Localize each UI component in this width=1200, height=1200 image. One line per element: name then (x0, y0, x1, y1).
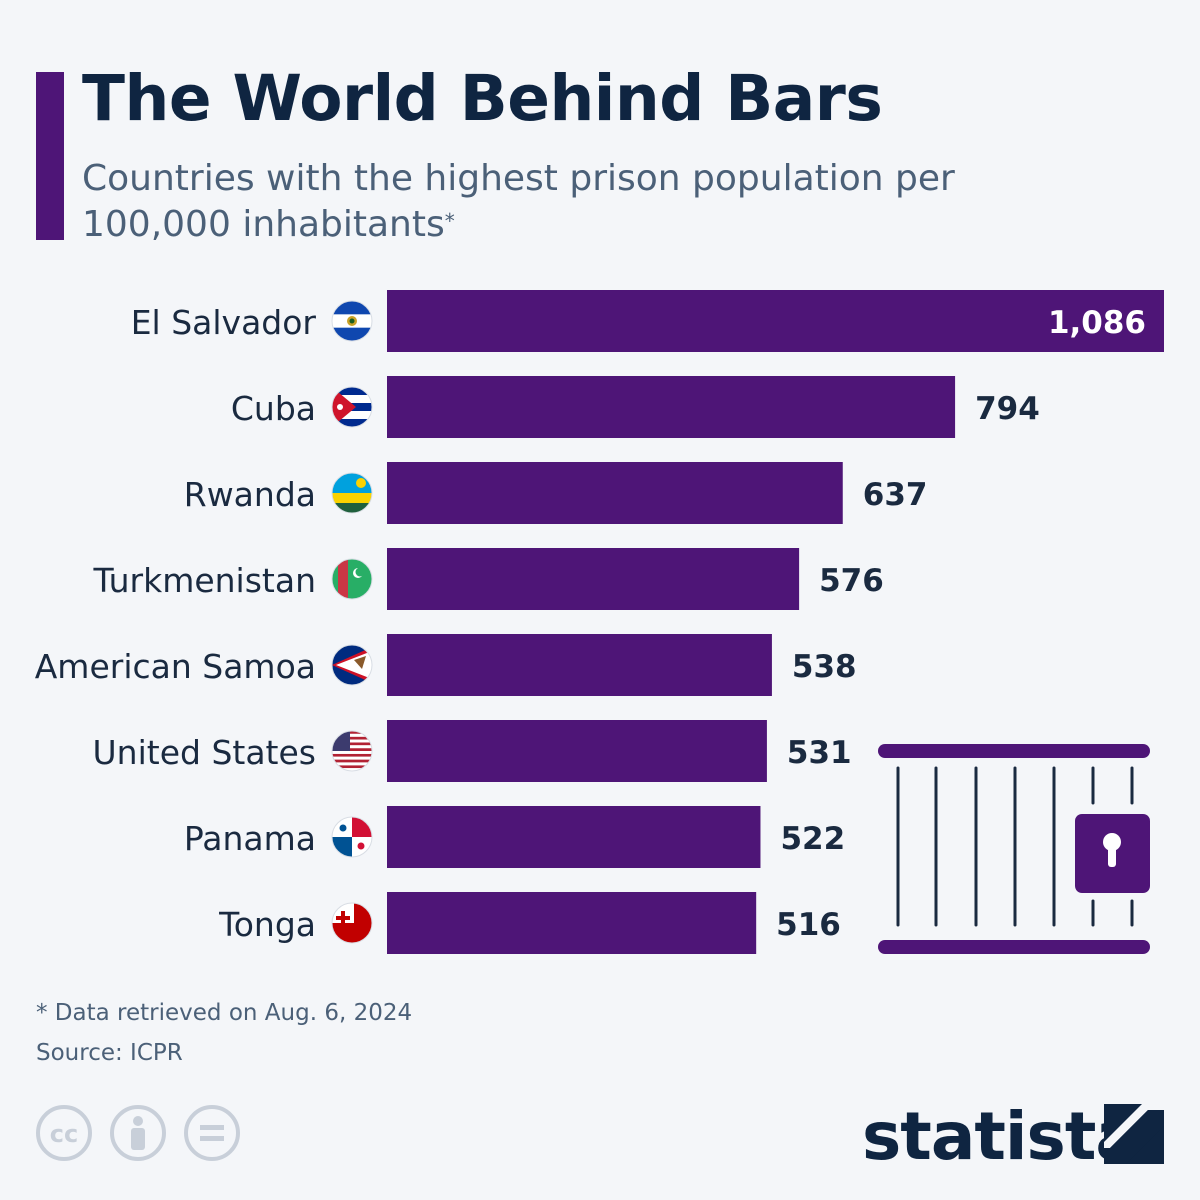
cuba-flag-icon (331, 386, 373, 428)
source-note: Source: ICPR (36, 1040, 183, 1066)
page-subtitle: Countries with the highest prison popula… (82, 156, 982, 248)
tonga-flag-icon (331, 902, 373, 944)
value-label: 522 (780, 821, 845, 857)
bar (387, 548, 800, 610)
bar (387, 806, 761, 868)
cc-icon[interactable]: cc (36, 1105, 92, 1161)
page-title: The World Behind Bars (82, 62, 883, 135)
value-label: 516 (776, 907, 841, 943)
title-accent-bar (36, 72, 64, 240)
bar (387, 720, 767, 782)
category-label: American Samoa (35, 647, 316, 686)
no-derivatives-icon[interactable] (184, 1105, 240, 1161)
category-label: United States (93, 733, 316, 772)
value-label: 531 (787, 735, 852, 771)
bar (387, 376, 956, 438)
panama-flag-icon (331, 816, 373, 858)
value-label: 576 (819, 563, 884, 599)
turkmenistan-flag-icon (331, 558, 373, 600)
svg-text:cc: cc (50, 1120, 78, 1148)
american-samoa-flag-icon (331, 644, 373, 686)
bar (387, 634, 772, 696)
united-states-flag-icon (331, 730, 373, 772)
subtitle-text: Countries with the highest prison popula… (82, 158, 955, 245)
jail-cell-icon (878, 744, 1150, 954)
license-icons: cc (36, 1105, 240, 1161)
statista-logo-icon (1104, 1104, 1164, 1164)
rwanda-flag-icon (331, 472, 373, 514)
statista-logo[interactable]: statista (862, 1098, 1140, 1175)
value-label: 538 (792, 649, 857, 685)
value-label: 1,086 (1048, 305, 1146, 341)
subtitle-asterisk: * (444, 209, 455, 233)
bar (387, 290, 1164, 352)
bar (387, 892, 757, 954)
category-label: Tonga (218, 905, 316, 944)
attribution-icon[interactable] (110, 1105, 166, 1161)
el-salvador-flag-icon (331, 300, 373, 342)
bar (387, 462, 843, 524)
value-label: 637 (863, 477, 928, 513)
category-label: Rwanda (184, 475, 316, 514)
value-label: 794 (975, 391, 1040, 427)
category-label: El Salvador (131, 303, 317, 342)
category-label: Turkmenistan (92, 561, 316, 600)
category-label: Cuba (231, 389, 316, 428)
footnote: * Data retrieved on Aug. 6, 2024 (36, 1000, 413, 1026)
category-label: Panama (184, 819, 316, 858)
bar-chart: El Salvador 1,086 Cuba 794 Rwanda 637 Turkmeni… (35, 290, 1164, 954)
